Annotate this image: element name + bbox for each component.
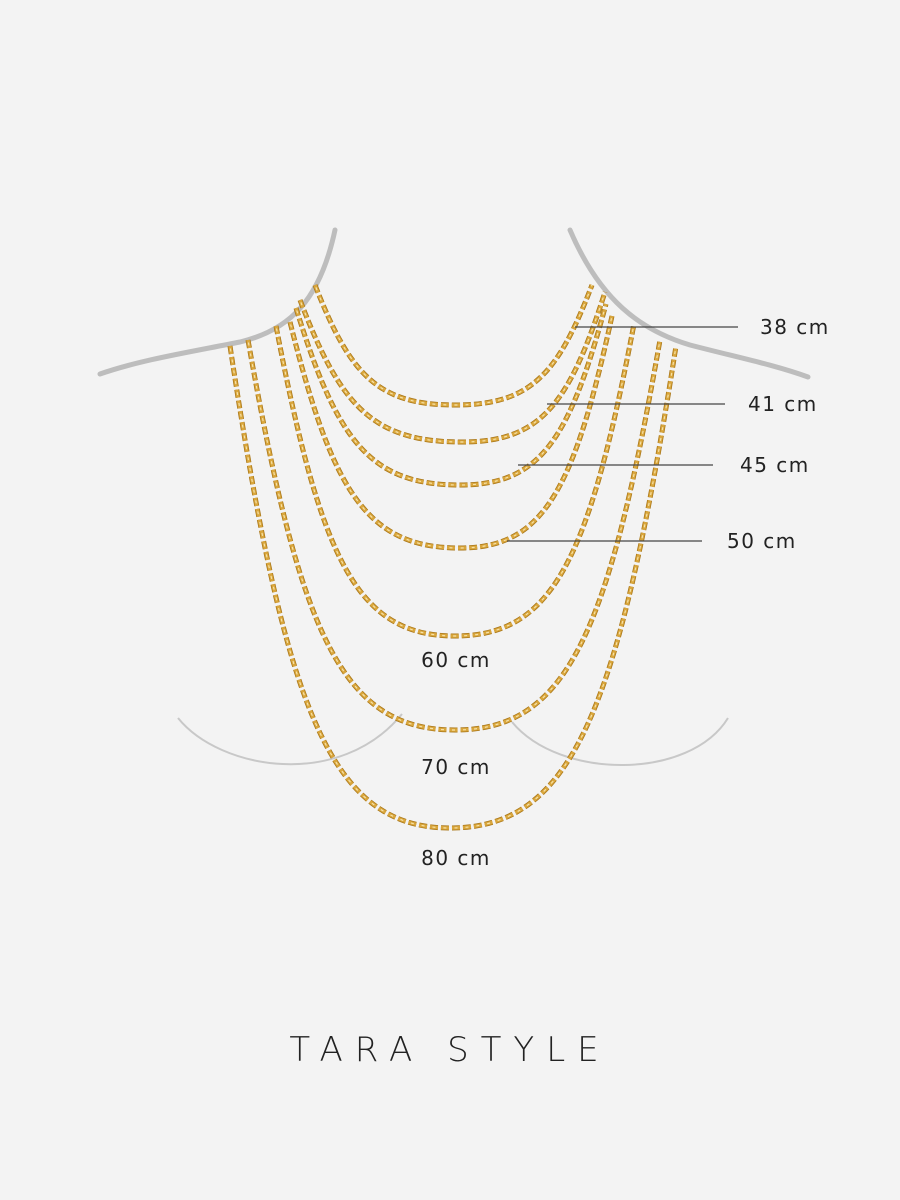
length-label-41: 41 cm (748, 392, 818, 416)
chain-45-cm (295, 303, 607, 486)
chain-80-cm (229, 345, 677, 829)
chain-50-cm (288, 315, 614, 550)
chain-41-cm (299, 291, 606, 443)
length-label-50: 50 cm (727, 529, 797, 553)
chain-50-cm (289, 315, 613, 549)
chain-60-cm (274, 323, 636, 638)
length-label-70: 70 cm (421, 755, 491, 779)
length-label-38: 38 cm (760, 315, 830, 339)
chain-60-cm (273, 323, 637, 639)
chain-38-cm (314, 284, 593, 406)
chains (227, 284, 679, 831)
neck-right-outline (567, 227, 811, 380)
chest-outline (177, 713, 729, 766)
chain-60-cm (275, 323, 635, 637)
chain-41-cm (297, 291, 608, 445)
chain-38-cm (312, 284, 595, 408)
chain-70-cm (247, 339, 661, 731)
brand-title: TARA STYLE (289, 1030, 611, 1070)
length-label-45: 45 cm (740, 453, 810, 477)
chest-right-outline (511, 717, 729, 766)
chain-38-cm (313, 284, 594, 407)
neck-left-outline (97, 227, 338, 377)
chain-45-cm (293, 303, 609, 488)
length-label-60: 60 cm (421, 648, 491, 672)
length-label-80: 80 cm (421, 846, 491, 870)
chain-45-cm (294, 303, 608, 487)
leader-lines (507, 326, 738, 542)
chain-50-cm (287, 315, 615, 551)
chain-41-cm (298, 291, 607, 444)
body-outline (97, 227, 811, 380)
chest-left-outline (177, 713, 403, 766)
